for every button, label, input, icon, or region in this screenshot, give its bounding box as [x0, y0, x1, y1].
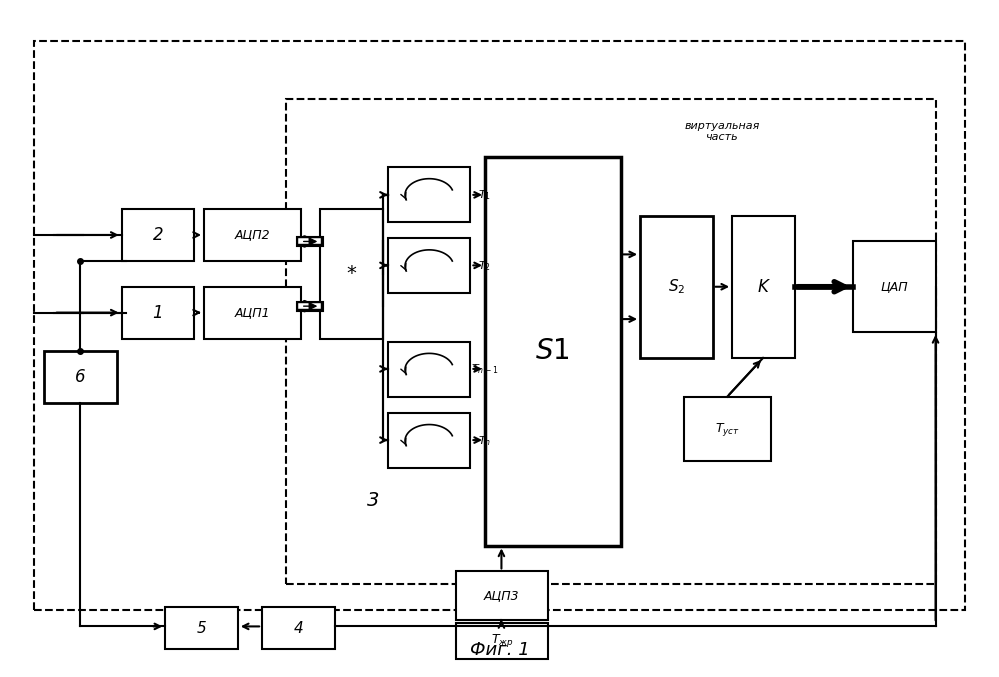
- Text: $T_1$: $T_1$: [479, 188, 492, 202]
- Bar: [683, 397, 771, 462]
- Text: 2: 2: [153, 226, 163, 244]
- Text: $T_{уст}$: $T_{уст}$: [714, 420, 739, 437]
- Bar: [34, 41, 965, 610]
- Text: 1: 1: [153, 303, 163, 322]
- Text: 3: 3: [368, 491, 380, 510]
- Bar: [204, 209, 301, 261]
- Text: $T_{n-1}$: $T_{n-1}$: [472, 363, 499, 376]
- Bar: [122, 287, 194, 338]
- Text: $S_2$: $S_2$: [667, 278, 685, 296]
- Bar: [262, 607, 335, 649]
- Bar: [388, 238, 471, 293]
- Text: АЦП1: АЦП1: [235, 306, 270, 319]
- Bar: [44, 351, 117, 403]
- Text: $T_2$: $T_2$: [479, 259, 492, 273]
- Text: Фиг. 1: Фиг. 1: [470, 640, 529, 659]
- Bar: [122, 209, 194, 261]
- Bar: [388, 342, 471, 397]
- Text: 4: 4: [294, 621, 304, 636]
- Bar: [456, 624, 547, 659]
- Text: 5: 5: [197, 621, 207, 636]
- Text: $T_n$: $T_n$: [479, 434, 492, 447]
- Bar: [853, 242, 935, 332]
- Text: $K$: $K$: [756, 278, 770, 296]
- Text: виртуальная
часть: виртуальная часть: [684, 121, 760, 142]
- Bar: [456, 571, 547, 620]
- Text: *: *: [347, 264, 357, 283]
- Text: $T_{жр}$: $T_{жр}$: [491, 632, 513, 649]
- Text: $S1$: $S1$: [535, 337, 570, 366]
- Bar: [165, 607, 238, 649]
- Text: АЦП2: АЦП2: [235, 228, 270, 242]
- Bar: [287, 99, 935, 584]
- Text: ЦАП: ЦАП: [880, 280, 908, 293]
- Bar: [388, 413, 471, 468]
- Bar: [732, 215, 795, 358]
- Bar: [204, 287, 301, 338]
- Bar: [640, 215, 712, 358]
- Bar: [388, 167, 471, 222]
- Text: 6: 6: [75, 368, 86, 387]
- Bar: [321, 209, 384, 338]
- Bar: [485, 157, 620, 546]
- Text: АЦП3: АЦП3: [485, 589, 519, 602]
